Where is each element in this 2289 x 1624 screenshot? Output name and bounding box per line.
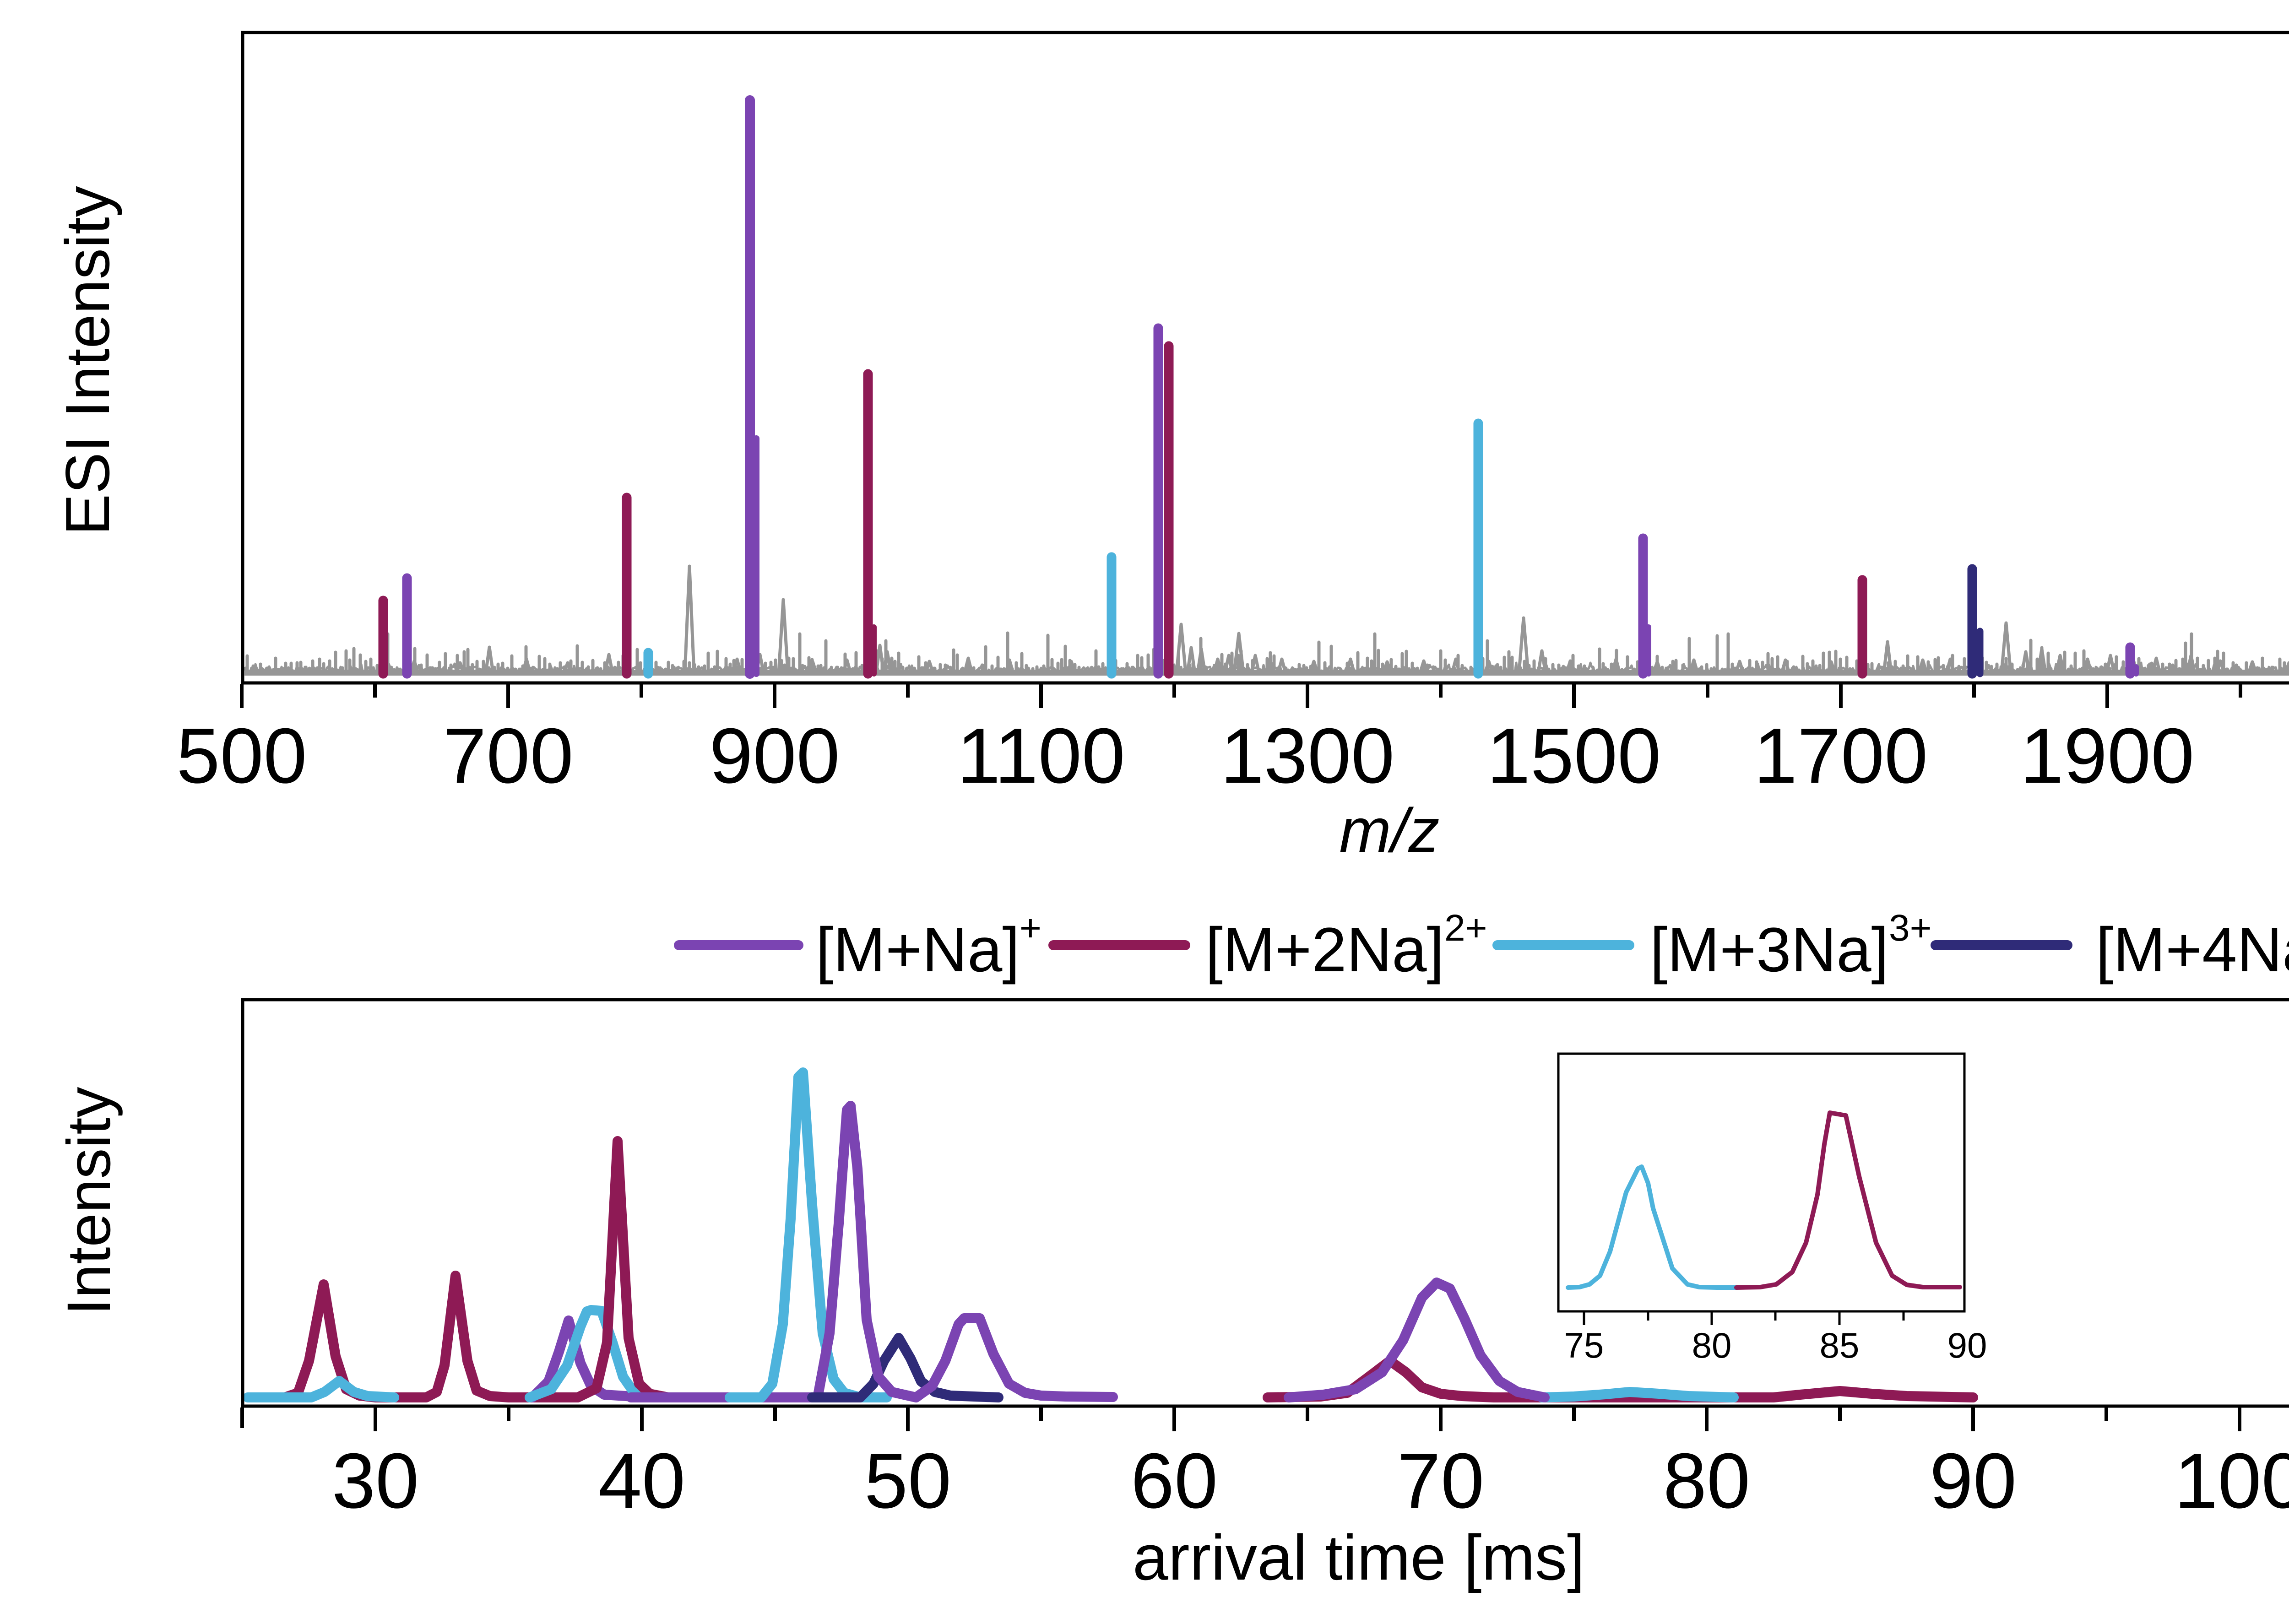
svg-text:ESI Intensity: ESI Intensity [53, 186, 122, 535]
svg-text:85: 85 [1820, 1325, 1860, 1365]
svg-text:90: 90 [1930, 1437, 2017, 1525]
svg-text:m/z: m/z [1339, 796, 1439, 865]
svg-text:60: 60 [1131, 1437, 1218, 1525]
svg-text:1500: 1500 [1487, 712, 1661, 800]
svg-text:arrival time [ms]: arrival time [ms] [1133, 1521, 1585, 1593]
svg-text:80: 80 [1692, 1325, 1732, 1365]
svg-text:500: 500 [176, 712, 307, 800]
svg-text:2100: 2100 [2287, 712, 2289, 800]
svg-text:50: 50 [864, 1437, 951, 1525]
svg-text:30: 30 [332, 1437, 419, 1525]
svg-text:1300: 1300 [1220, 712, 1394, 800]
svg-text:40: 40 [598, 1437, 685, 1525]
svg-text:+: + [1020, 907, 1041, 949]
svg-text:2+: 2+ [1444, 907, 1487, 949]
svg-text:70: 70 [1397, 1437, 1484, 1525]
svg-text:90: 90 [1947, 1325, 1987, 1365]
svg-text:75: 75 [1564, 1325, 1604, 1365]
svg-text:[M+2Na]: [M+2Na] [1205, 915, 1444, 985]
svg-text:900: 900 [709, 712, 840, 800]
svg-text:1100: 1100 [957, 712, 1125, 800]
svg-text:[M+4Na]: [M+4Na] [2096, 915, 2289, 985]
svg-text:[M+3Na]: [M+3Na] [1650, 915, 1889, 985]
svg-text:80: 80 [1663, 1437, 1750, 1525]
svg-text:100: 100 [2174, 1437, 2289, 1525]
svg-text:1900: 1900 [2020, 712, 2194, 800]
svg-text:Intensity: Intensity [55, 1087, 123, 1315]
svg-text:700: 700 [443, 712, 573, 800]
svg-text:1700: 1700 [1754, 712, 1928, 800]
svg-text:[M+Na]: [M+Na] [816, 915, 1020, 985]
svg-text:3+: 3+ [1889, 907, 1932, 949]
